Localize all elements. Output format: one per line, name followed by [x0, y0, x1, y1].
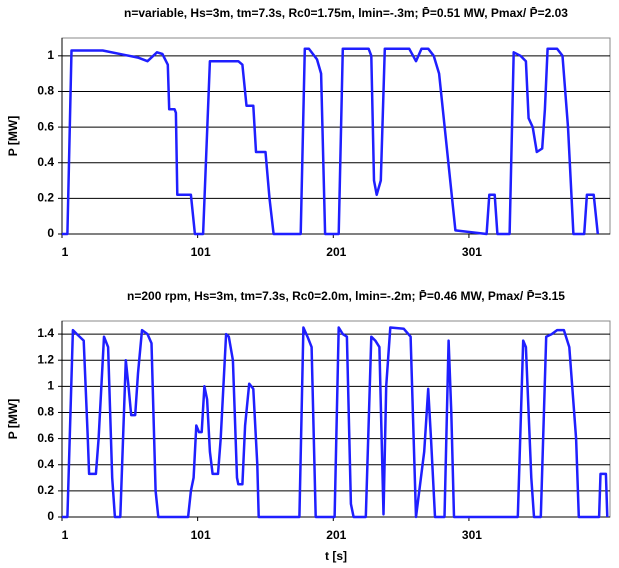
chart-title: n=200 rpm, Hs=3m, tm=7.3s, Rc0=2.0m, lmi… — [127, 289, 565, 303]
y-tick-label: 1 — [47, 48, 54, 62]
plot-area — [61, 37, 611, 235]
y-tick-label: 1.2 — [37, 352, 54, 366]
x-tick-label: 101 — [191, 528, 211, 542]
chart-title: n=variable, Hs=3m, tm=7.3s, Rc0=1.75m, l… — [124, 6, 568, 20]
y-tick-label: 1.4 — [37, 326, 54, 340]
data-line — [62, 47, 600, 236]
x-tick-label: 1 — [62, 245, 69, 259]
y-tick-label: 0.8 — [37, 84, 54, 98]
x-tick-label: 1 — [62, 528, 69, 542]
y-tick-label: 0.6 — [37, 119, 54, 133]
y-tick-label: 0.2 — [37, 191, 54, 205]
y-tick-label: 0 — [47, 509, 54, 523]
y-tick-label: 1 — [47, 379, 54, 393]
x-tick-label: 301 — [462, 245, 482, 259]
y-axis-label: P [MW] — [6, 116, 20, 156]
y-tick-label: 0.2 — [37, 483, 54, 497]
x-axis-label: t [s] — [325, 549, 347, 563]
y-tick-label: 0.4 — [37, 155, 54, 169]
y-tick-label: 0.8 — [37, 405, 54, 419]
data-line — [62, 326, 609, 519]
x-tick-label: 101 — [191, 245, 211, 259]
x-tick-label: 301 — [462, 528, 482, 542]
x-tick-label: 201 — [326, 245, 346, 259]
y-tick-label: 0.6 — [37, 431, 54, 445]
y-tick-label: 0.4 — [37, 457, 54, 471]
x-tick-label: 201 — [326, 528, 346, 542]
y-axis-label: P [MW] — [6, 399, 20, 439]
y-tick-label: 0 — [47, 226, 54, 240]
